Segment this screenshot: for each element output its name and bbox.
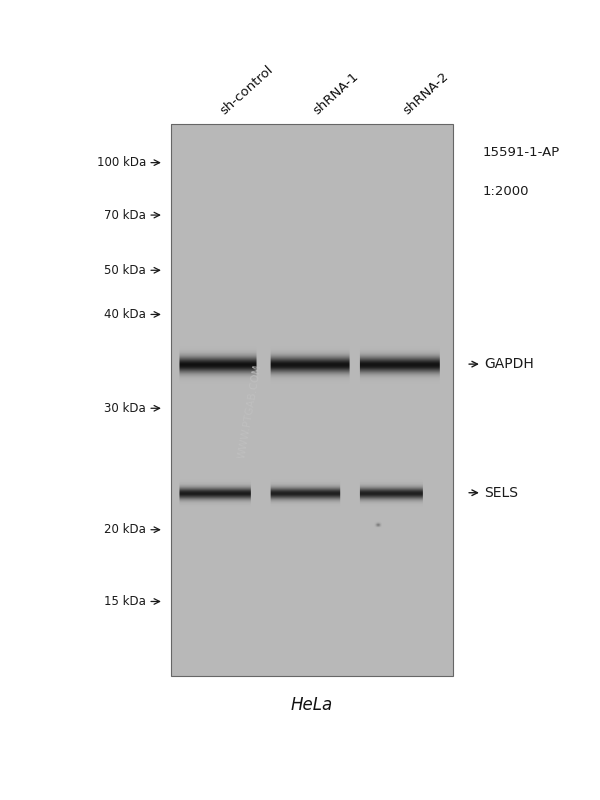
Text: sh-control: sh-control [218,63,275,118]
Text: 15 kDa: 15 kDa [104,595,146,608]
Text: 30 kDa: 30 kDa [104,402,146,414]
Text: WWW.PTGAB.COM: WWW.PTGAB.COM [237,363,263,459]
Text: shRNA-1: shRNA-1 [311,70,361,118]
Text: 100 kDa: 100 kDa [97,156,146,169]
Text: 70 kDa: 70 kDa [104,209,146,222]
Text: SELS: SELS [484,486,518,500]
Text: 20 kDa: 20 kDa [104,523,146,536]
Text: shRNA-2: shRNA-2 [401,70,451,118]
Text: 15591-1-AP: 15591-1-AP [483,146,560,159]
Text: 1:2000: 1:2000 [483,185,530,198]
Text: GAPDH: GAPDH [484,357,534,371]
Text: HeLa: HeLa [291,696,333,714]
Text: 40 kDa: 40 kDa [104,308,146,321]
Text: 50 kDa: 50 kDa [104,264,146,277]
Bar [171,124,453,676]
